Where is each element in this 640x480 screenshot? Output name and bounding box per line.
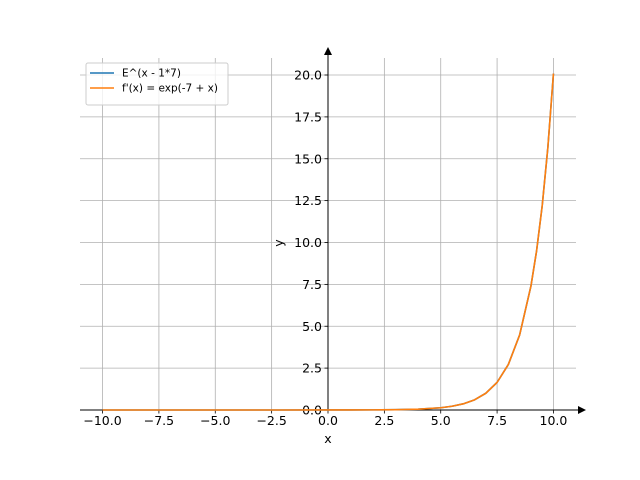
y-axis-arrow	[324, 47, 332, 55]
y-tick-label: 10.0	[294, 235, 322, 250]
x-tick-label: −10.0	[83, 413, 121, 428]
y-tick-label: 12.5	[294, 193, 322, 208]
series-lines	[102, 73, 555, 411]
x-tick-label: 5.0	[431, 413, 451, 428]
y-axis-label: y	[271, 239, 286, 247]
x-tick-label: −7.5	[144, 413, 174, 428]
legend-label: E^(x - 1*7)	[122, 68, 181, 80]
series-line-2	[102, 73, 555, 411]
x-tick-label: 10.0	[540, 413, 568, 428]
y-tick-label: 2.5	[302, 361, 322, 376]
x-tick-label: −5.0	[200, 413, 230, 428]
x-axis-label: x	[324, 431, 331, 446]
x-tick-label: 0.0	[318, 413, 338, 428]
y-axis-ticks: 0.02.55.07.510.012.515.017.520.0	[294, 68, 328, 418]
legend-label: f'(x) = exp(-7 + x)	[122, 83, 218, 95]
x-tick-label: 2.5	[374, 413, 394, 428]
legend-box	[85, 62, 229, 106]
y-tick-label: 17.5	[294, 109, 322, 124]
x-tick-label: −2.5	[256, 413, 286, 428]
x-axis-arrow	[578, 406, 586, 414]
x-axis-ticks: −10.0 −7.5 −5.0 −2.5 0.0 2.5 5.0 7.5 10.0	[83, 410, 567, 428]
x-tick-label: 7.5	[487, 413, 507, 428]
y-tick-label: 7.5	[302, 277, 322, 292]
y-tick-label: 15.0	[294, 151, 322, 166]
y-tick-label: 20.0	[294, 68, 322, 83]
y-tick-label: 5.0	[302, 319, 322, 334]
legend: E^(x - 1*7) f'(x) = exp(-7 + x)	[85, 62, 229, 106]
